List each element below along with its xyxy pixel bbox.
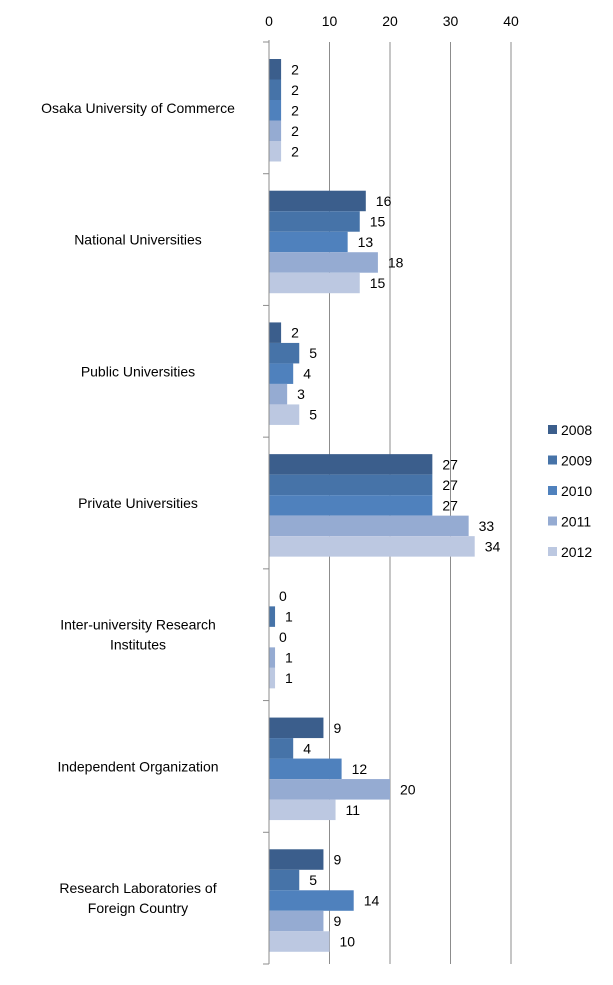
category-label: Public Universities bbox=[81, 363, 195, 379]
category-label: Inter-university Research Institutes bbox=[60, 617, 216, 653]
x-axis-ticks: 0 10 20 30 40 bbox=[265, 13, 519, 29]
data-label: 9 bbox=[333, 913, 341, 929]
category-label: Research Laboratories of Foreign Country bbox=[59, 880, 216, 916]
data-label: 5 bbox=[309, 872, 317, 888]
category-axis bbox=[263, 40, 270, 965]
data-label: 2 bbox=[291, 123, 299, 139]
bar bbox=[269, 454, 433, 475]
bar bbox=[269, 100, 282, 121]
data-label: 14 bbox=[364, 893, 380, 909]
legend: 2008 2009 2010 2011 2012 bbox=[548, 422, 592, 560]
legend-label: 2008 bbox=[561, 422, 592, 438]
category-label: Independent Organization bbox=[57, 758, 218, 774]
x-tick-label: 10 bbox=[322, 13, 338, 29]
legend-label: 2009 bbox=[561, 453, 592, 469]
legend-swatch bbox=[548, 547, 557, 556]
bar bbox=[269, 404, 300, 425]
data-label: 5 bbox=[309, 345, 317, 361]
bar bbox=[269, 536, 475, 557]
x-tick-label: 40 bbox=[503, 13, 519, 29]
bar bbox=[269, 910, 324, 932]
bar bbox=[269, 190, 366, 212]
data-label: 1 bbox=[285, 670, 293, 686]
data-label: 1 bbox=[285, 609, 293, 625]
data-label: 18 bbox=[388, 254, 404, 270]
data-label: 9 bbox=[333, 720, 341, 736]
legend-label: 2010 bbox=[561, 483, 592, 499]
data-label: 33 bbox=[479, 518, 495, 534]
bar bbox=[269, 667, 276, 689]
bar bbox=[269, 931, 330, 952]
bar bbox=[269, 606, 276, 627]
data-label: 12 bbox=[352, 761, 368, 777]
bar bbox=[269, 474, 433, 496]
x-tick-label: 30 bbox=[443, 13, 459, 29]
bar bbox=[269, 211, 360, 232]
legend-swatch bbox=[548, 486, 557, 495]
data-label: 3 bbox=[297, 386, 305, 402]
data-label: 2 bbox=[291, 143, 299, 159]
data-label: 0 bbox=[279, 588, 287, 604]
bar bbox=[269, 890, 354, 911]
category-label: Osaka University of Commerce bbox=[41, 100, 235, 116]
bar bbox=[269, 495, 433, 516]
bar bbox=[269, 59, 282, 80]
x-tick-label: 0 bbox=[265, 13, 273, 29]
data-label: 11 bbox=[346, 802, 361, 818]
legend-swatch bbox=[548, 455, 557, 465]
data-label: 27 bbox=[442, 477, 458, 493]
category-label: National Universities bbox=[74, 232, 202, 248]
data-label: 2 bbox=[291, 82, 299, 98]
category-label: Private Universities bbox=[78, 495, 198, 511]
data-label: 15 bbox=[370, 213, 386, 229]
bar bbox=[269, 231, 348, 253]
data-label: 34 bbox=[485, 538, 501, 554]
data-label: 2 bbox=[291, 61, 299, 77]
data-label: 2 bbox=[291, 325, 299, 341]
bar bbox=[269, 515, 469, 537]
data-label: 1 bbox=[285, 650, 293, 666]
legend-swatch bbox=[548, 516, 557, 526]
data-labels: 2222216151318152543527272733340101194122… bbox=[279, 61, 500, 949]
data-label: 4 bbox=[303, 366, 311, 382]
bar bbox=[269, 717, 324, 739]
bar bbox=[269, 779, 390, 800]
data-label: 4 bbox=[303, 740, 311, 756]
data-label: 2 bbox=[291, 102, 299, 118]
data-label: 5 bbox=[309, 407, 317, 423]
bar bbox=[269, 383, 288, 405]
data-label: 16 bbox=[376, 193, 392, 209]
data-label: 0 bbox=[279, 629, 287, 645]
bar bbox=[269, 738, 294, 759]
data-label: 9 bbox=[333, 852, 341, 868]
data-label: 27 bbox=[442, 456, 458, 472]
bar bbox=[269, 141, 282, 162]
legend-swatch bbox=[548, 425, 557, 434]
bar bbox=[269, 322, 282, 343]
data-label: 10 bbox=[340, 934, 356, 950]
bar bbox=[269, 849, 324, 870]
data-label: 13 bbox=[358, 234, 374, 250]
bar bbox=[269, 252, 378, 273]
bar bbox=[269, 363, 294, 384]
bar bbox=[269, 758, 342, 780]
bar bbox=[269, 342, 300, 364]
bars bbox=[269, 59, 475, 952]
bar bbox=[269, 799, 336, 821]
data-label: 15 bbox=[370, 275, 386, 291]
bar bbox=[269, 79, 282, 100]
category-labels: Osaka University of Commerce National Uni… bbox=[41, 100, 235, 916]
legend-label: 2012 bbox=[561, 544, 592, 560]
bar bbox=[269, 647, 276, 668]
data-label: 20 bbox=[400, 781, 416, 797]
x-tick-label: 20 bbox=[382, 13, 398, 29]
bar bbox=[269, 869, 300, 891]
bar bbox=[269, 120, 282, 141]
data-label: 27 bbox=[442, 497, 458, 513]
legend-label: 2011 bbox=[561, 514, 591, 530]
bar bbox=[269, 272, 360, 294]
